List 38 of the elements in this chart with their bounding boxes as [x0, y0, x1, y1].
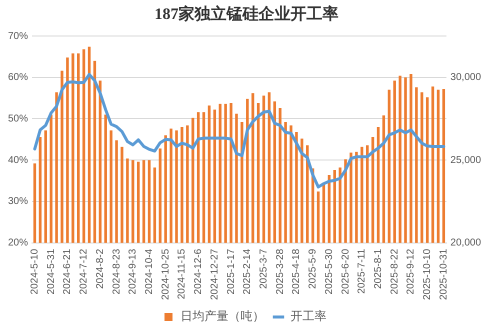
x-tick-label: 2025-3-7	[258, 248, 270, 289]
x-tick-label: 2024-10-4	[144, 248, 155, 294]
x-tick-label: 2025-7-11	[356, 248, 368, 294]
x-tick-label: 2024-10-25	[160, 248, 172, 300]
x-tick-label: 2024-8-2	[94, 248, 106, 289]
x-tick-label: 2024-5-31	[46, 248, 57, 294]
x-tick-label: 2025-4-18	[291, 248, 302, 294]
y2-tick-label: 30,000	[450, 72, 482, 84]
x-tick-label: 2024-9-13	[128, 248, 139, 294]
x-tick-label: 2024-11-15	[176, 248, 188, 300]
x-tick-label: 2025-1-17	[226, 248, 237, 294]
x-tick-label: 2024-6-21	[62, 248, 74, 294]
x-tick-label: 2024-8-23	[111, 248, 122, 294]
legend-label: 开工率	[290, 309, 326, 324]
x-tick-label: 2025-5-30	[324, 248, 335, 294]
y2-tick-label: 25,000	[450, 154, 482, 166]
y-tick-label: 40%	[8, 154, 28, 166]
y-tick-label: 60%	[8, 72, 28, 84]
x-tick-label: 2025-8-1	[373, 248, 384, 289]
y2-tick-label: 20,000	[450, 238, 482, 249]
chart-title: 187家独立锰硅企业开工率	[154, 4, 340, 25]
x-tick-label: 2025-10-31	[438, 248, 450, 300]
x-tick-label: 2025-2-14	[242, 248, 254, 294]
y-tick-label: 50%	[8, 113, 28, 124]
x-tick-label: 2025-6-20	[340, 248, 352, 294]
x-tick-label: 2024-5-10	[29, 248, 40, 294]
x-tick-label: 2025-5-9	[308, 248, 319, 289]
legend-label: 日均产量（吨）	[180, 309, 264, 324]
y-tick-label: 20%	[8, 238, 28, 249]
y-tick-label: 30%	[8, 196, 28, 208]
x-tick-label: 2024-12-6	[193, 248, 204, 294]
y-tick-label: 70%	[8, 30, 28, 42]
x-tick-label: 2025-8-22	[389, 248, 400, 294]
x-tick-label: 2024-7-12	[78, 248, 90, 294]
x-tick-label: 2024-12-27	[209, 248, 220, 300]
x-tick-label: 2025-9-12	[406, 248, 417, 294]
x-tick-label: 2025-10-10	[422, 248, 434, 300]
x-tick-label: 2025-3-28	[274, 248, 286, 294]
